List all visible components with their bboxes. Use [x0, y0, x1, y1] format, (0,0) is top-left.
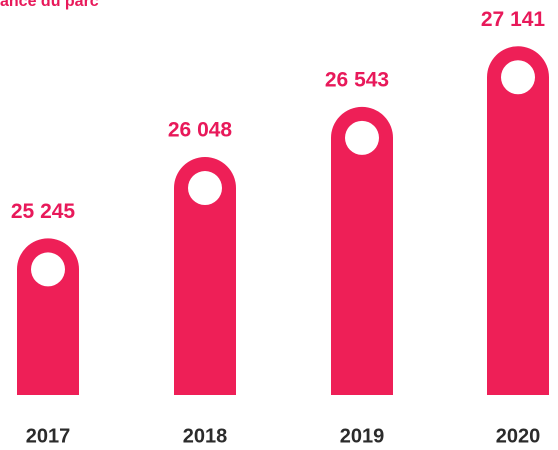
bar	[487, 46, 549, 395]
bar	[331, 106, 393, 396]
value-label: 25 245	[11, 200, 76, 223]
chart-title: ance du parc	[0, 0, 99, 10]
x-tick-label: 2020	[496, 425, 541, 447]
bar	[174, 157, 236, 395]
value-label: 26 048	[168, 119, 233, 142]
x-tick-label: 2017	[26, 425, 71, 447]
value-label: 26 543	[325, 68, 389, 91]
bar-knob	[188, 171, 222, 206]
bar-knob	[501, 60, 535, 95]
x-tick-label: 2019	[340, 425, 385, 447]
bar	[17, 238, 79, 395]
bar-knob	[31, 252, 65, 287]
bar-knob	[345, 120, 379, 155]
value-label: 27 141	[481, 8, 546, 31]
x-tick-label: 2018	[183, 425, 228, 447]
